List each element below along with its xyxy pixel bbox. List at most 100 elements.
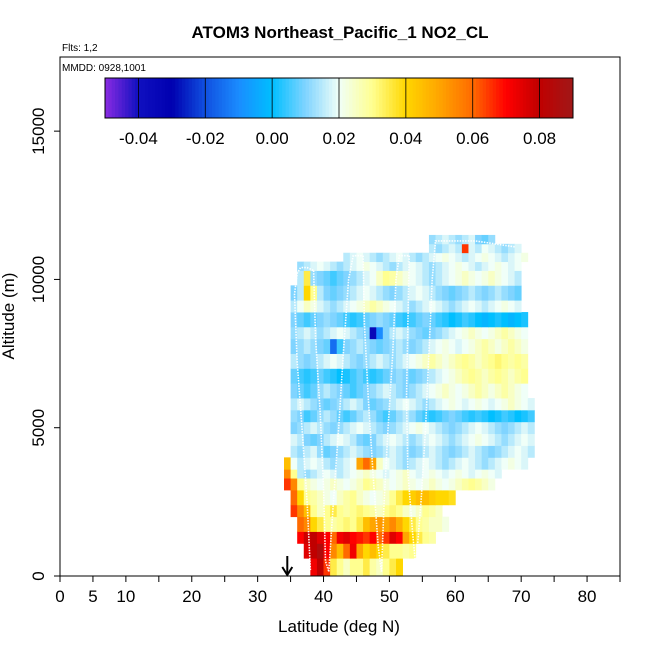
colorbar-swatch-65 — [322, 78, 327, 118]
heatmap-cell-r15-c23 — [442, 368, 450, 384]
heatmap-cell-r14-c22 — [435, 383, 443, 399]
heatmap-cell-r5-c1 — [297, 489, 305, 506]
colorbar-swatch-93 — [415, 78, 420, 118]
heatmap-cell-r14-c0 — [290, 383, 298, 399]
heatmap-cell-r20-c30 — [488, 300, 496, 313]
colorbar-swatch-16 — [158, 78, 163, 118]
colorbar-swatch-76 — [359, 78, 363, 118]
heatmap-cell-r9-c22 — [435, 445, 443, 458]
colorbar-swatch-124 — [519, 78, 524, 118]
heatmap-cell-r26-c2 — [442, 234, 450, 245]
heatmap-cell-r25-c12 — [508, 243, 515, 254]
heatmap-cell-r9-c29 — [481, 445, 489, 458]
heatmap-cell-r17-c24 — [448, 338, 456, 354]
heatmap-cell-r4-c15 — [389, 504, 397, 518]
colorbar-swatch-105 — [456, 78, 460, 118]
heatmap-cell-r11-c25 — [455, 421, 463, 435]
heatmap-cell-r3-c18 — [415, 516, 423, 532]
heatmap-cell-r14-c11 — [363, 383, 371, 399]
heatmap-cell-r20-c20 — [422, 300, 430, 313]
heatmap-cell-r21-c11 — [363, 285, 371, 301]
heatmap-cell-r19-c19 — [415, 312, 423, 328]
heatmap-cell-r7-c32 — [494, 469, 502, 479]
heatmap-cell-r16-c8 — [343, 353, 351, 369]
heatmap-cell-r12-c9 — [349, 409, 357, 423]
heatmap-cell-r10-c23 — [442, 433, 450, 446]
heatmap-cell-r8-c20 — [415, 457, 423, 470]
heatmap-cell-r17-c8 — [343, 338, 351, 354]
heatmap-cell-r17-c25 — [455, 338, 463, 354]
colorbar-swatch-86 — [392, 78, 397, 118]
heatmap-cell-r3-c2 — [310, 516, 318, 532]
heatmap-cell-r8-c14 — [376, 457, 384, 470]
colorbar-swatch-45 — [255, 78, 260, 118]
heatmap-cell-r11-c2 — [303, 421, 311, 435]
x-axis-label: Latitude (deg N) — [278, 617, 400, 636]
heatmap-cell-r13-c35 — [521, 398, 529, 411]
colorbar-swatch-139 — [569, 78, 574, 118]
heatmap-cell-r12-c36 — [527, 409, 535, 423]
heatmap-cell-r13-c9 — [349, 398, 357, 411]
heatmap-cell-r19-c6 — [330, 312, 338, 328]
heatmap-cell-r18-c20 — [422, 326, 430, 340]
heatmap-cell-r9-c36 — [527, 445, 535, 458]
heatmap-cell-r24-c1 — [349, 252, 357, 263]
heatmap-cell-r17-c33 — [508, 338, 515, 354]
heatmap-cell-r0-c1 — [316, 558, 324, 577]
colorbar-swatch-10 — [138, 78, 143, 118]
heatmap-cell-r21-c32 — [501, 285, 509, 301]
heatmap-cell-r15-c15 — [389, 368, 397, 384]
heatmap-cell-r18-c0 — [290, 326, 298, 340]
heatmap-cell-r24-c5 — [376, 252, 384, 263]
heatmap-cell-r22-c10 — [363, 270, 371, 286]
heatmap-cell-r22-c7 — [343, 270, 351, 286]
heatmap-cell-r12-c21 — [428, 409, 436, 423]
colorbar-swatch-129 — [536, 78, 541, 118]
heatmap-cell-r2-c2 — [310, 531, 318, 544]
heatmap-cell-r6-c3 — [303, 478, 311, 491]
heatmap-cell-r21-c0 — [290, 285, 298, 301]
heatmap-cell-r19-c5 — [323, 312, 331, 328]
heatmap-cell-r25-c6 — [468, 243, 476, 254]
heatmap-cell-r11-c5 — [323, 421, 331, 435]
heatmap-cell-r16-c20 — [422, 353, 430, 369]
heatmap-cell-r7-c6 — [323, 469, 331, 479]
heatmap-cell-r4-c6 — [330, 504, 338, 518]
heatmap-cell-r19-c2 — [303, 312, 311, 328]
heatmap-cell-r22-c29 — [488, 270, 496, 286]
heatmap-cell-r13-c24 — [448, 398, 456, 411]
heatmap-cell-r9-c21 — [428, 445, 436, 458]
heatmap-cell-r5-c10 — [356, 489, 364, 506]
heatmap-cell-r4-c16 — [396, 504, 403, 518]
heatmap-cell-r6-c27 — [461, 478, 469, 491]
heatmap-cell-r19-c31 — [494, 312, 502, 328]
heatmap-cell-r26-c6 — [468, 234, 476, 245]
heatmap-cell-r10-c16 — [396, 433, 403, 446]
heatmap-cell-r8-c27 — [461, 457, 469, 470]
heatmap-cell-r5-c11 — [363, 489, 371, 506]
heatmap-cell-r13-c19 — [415, 398, 423, 411]
colorbar-swatch-44 — [252, 78, 256, 118]
heatmap-cell-r0-c11 — [382, 558, 390, 577]
heatmap-cell-r7-c21 — [422, 469, 430, 479]
heatmap-cell-r17-c10 — [356, 338, 364, 354]
heatmap-cell-r2-c20 — [428, 531, 436, 544]
heatmap-cell-r20-c28 — [475, 300, 483, 313]
heatmap-cell-r18-c35 — [521, 326, 529, 340]
heatmap-cell-r23-c20 — [428, 261, 436, 271]
heatmap-cell-r24-c27 — [521, 252, 529, 263]
heatmap-cell-r13-c28 — [475, 398, 483, 411]
heatmap-cell-r19-c14 — [382, 312, 390, 328]
heatmap-cell-r15-c24 — [448, 368, 456, 384]
heatmap-cell-r9-c12 — [369, 445, 377, 458]
heatmap-cell-r20-c34 — [514, 300, 522, 313]
heatmap-cell-r8-c3 — [303, 457, 311, 470]
heatmap-cell-r6-c8 — [336, 478, 344, 491]
heatmap-cell-r11-c32 — [501, 421, 509, 435]
heatmap-cell-r24-c13 — [428, 252, 436, 263]
heatmap-cell-r5-c14 — [382, 489, 390, 506]
heatmap-cell-r9-c7 — [336, 445, 344, 458]
heatmap-cell-r19-c13 — [376, 312, 384, 328]
heatmap-cell-r15-c0 — [290, 368, 298, 384]
heatmap-cell-r19-c34 — [514, 312, 522, 328]
